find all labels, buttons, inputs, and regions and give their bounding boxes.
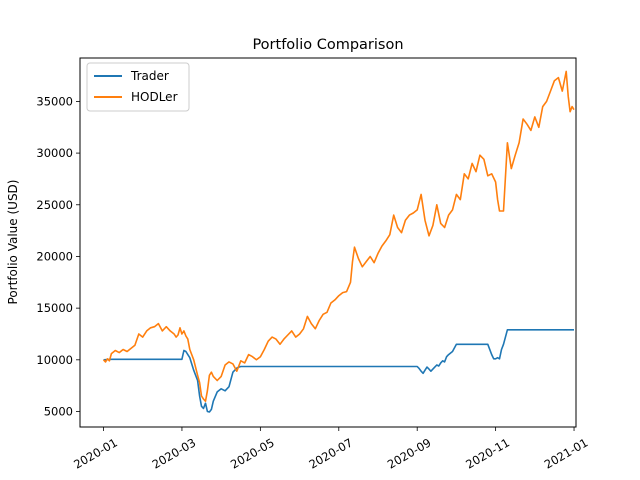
y-tick-label: 30000 xyxy=(36,146,73,160)
y-tick-label: 25000 xyxy=(36,198,73,212)
series-line-trader xyxy=(103,328,574,413)
series-line-hodler xyxy=(102,70,575,403)
y-axis: 5000 10000 15000 20000 25000 30000 35000 xyxy=(36,94,80,418)
plot-lines xyxy=(102,70,575,413)
y-tick-label: 35000 xyxy=(36,94,73,108)
legend: Trader HODLer xyxy=(86,62,190,112)
legend-label-hodler: HODLer xyxy=(131,90,178,104)
legend-label-trader: Trader xyxy=(130,69,169,83)
y-tick-label: 20000 xyxy=(36,249,73,263)
chart-title: Portfolio Comparison xyxy=(252,37,403,53)
plot-area-frame xyxy=(79,57,577,428)
y-tick-label: 15000 xyxy=(36,301,73,315)
y-tick-label: 5000 xyxy=(44,404,73,418)
y-tick-label: 10000 xyxy=(36,353,73,367)
y-axis-label: Portfolio Value (USD) xyxy=(6,180,20,305)
